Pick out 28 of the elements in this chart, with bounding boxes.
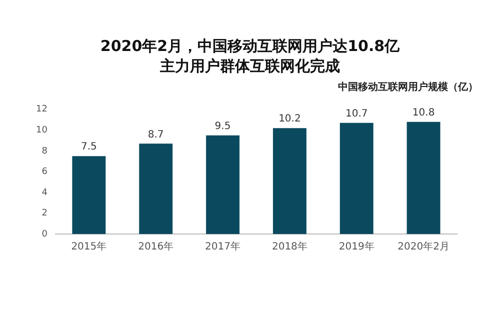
data-label: 10.2	[278, 114, 301, 125]
x-tick-label: 2015年	[71, 240, 107, 253]
y-tick-label: 8	[42, 146, 48, 156]
x-tick-label: 2017年	[205, 240, 240, 253]
y-tick-label: 10	[36, 126, 48, 136]
data-label: 10.7	[345, 108, 368, 120]
data-label: 7.5	[80, 142, 97, 153]
y-tick-label: 2	[42, 208, 48, 219]
y-tick-label: 4	[42, 188, 48, 198]
chart-subtitle: 主力用户群体互联网化完成	[159, 56, 341, 76]
bar	[406, 122, 440, 234]
y-tick-label: 0	[42, 229, 48, 240]
data-label: 9.5	[214, 120, 231, 132]
bar	[139, 144, 173, 234]
bar	[272, 128, 306, 234]
data-label: 8.7	[148, 129, 164, 140]
bar	[72, 156, 106, 234]
bar	[206, 135, 240, 234]
bar	[340, 122, 374, 234]
x-tick-label: 2018年	[272, 240, 308, 253]
x-tick-label: 2020年2月	[398, 240, 450, 253]
y-tick-label: 6	[42, 167, 48, 178]
data-label: 10.8	[412, 107, 435, 118]
chart-title: 2020年2月，中国移动互联网用户达10.8亿	[99, 36, 401, 56]
y-tick-label: 12	[36, 104, 48, 115]
x-tick-label: 2019年	[338, 240, 374, 253]
text: 中国移动互联网用户规模（亿）	[338, 82, 478, 93]
x-tick-label: 2016年	[138, 240, 174, 253]
